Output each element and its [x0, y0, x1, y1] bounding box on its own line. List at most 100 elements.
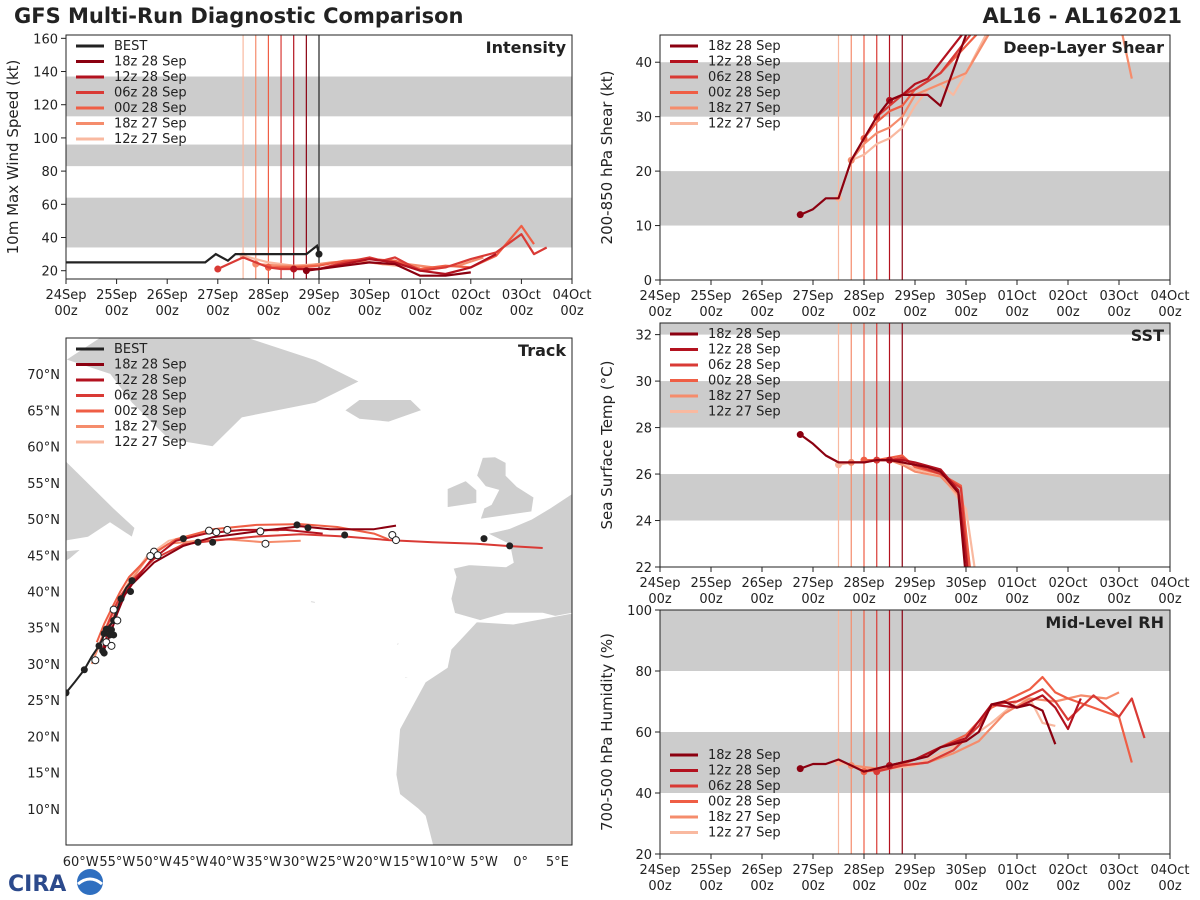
- threshold-band: [660, 610, 1170, 671]
- position-marker-open: [212, 528, 221, 537]
- lon-tick-label: 25°W: [319, 855, 355, 870]
- threshold-band: [660, 474, 1170, 521]
- x-tick-label: 00z: [1158, 879, 1182, 894]
- x-tick-label: 00z: [510, 304, 534, 319]
- x-tick-label: 24Sep: [639, 289, 680, 304]
- lon-tick-label: 45°W: [173, 855, 209, 870]
- x-tick-label: 01Oct: [997, 576, 1036, 591]
- legend-label: 18z 28 Sep: [708, 748, 781, 763]
- y-tick-label: 140: [33, 66, 58, 81]
- y-tick-label: 24: [635, 515, 652, 530]
- panel-title: Intensity: [486, 38, 567, 57]
- position-marker-open: [107, 641, 116, 650]
- panel-title: SST: [1131, 326, 1164, 345]
- position-marker-open: [91, 656, 100, 665]
- legend-label: 00z 28 Sep: [708, 86, 781, 101]
- landmass: [450, 338, 572, 621]
- x-tick-label: 00z: [699, 592, 723, 607]
- y-tick-label: 120: [33, 99, 58, 114]
- position-marker-open: [223, 525, 232, 534]
- landmass: [66, 548, 82, 562]
- x-tick-label: 03Oct: [502, 288, 541, 303]
- legend-label: BEST: [114, 39, 147, 54]
- legend-label: 12z 28 Sep: [708, 343, 781, 358]
- series-init-point: [796, 211, 804, 219]
- x-tick-label: 30Sep: [349, 288, 390, 303]
- x-tick-label: 00z: [852, 592, 876, 607]
- y-tick-label: 32: [635, 329, 652, 344]
- x-tick-label: 00z: [307, 304, 331, 319]
- y-tick-label: 60: [41, 198, 58, 213]
- x-tick-label: 00z: [903, 592, 927, 607]
- y-tick-label: 20: [635, 848, 652, 863]
- x-tick-label: 26Sep: [741, 289, 782, 304]
- position-marker-open: [261, 539, 270, 548]
- y-tick-label: 40: [635, 56, 652, 71]
- x-tick-label: 29Sep: [894, 289, 935, 304]
- landmass: [343, 399, 423, 423]
- best-track-point: [80, 666, 88, 674]
- position-marker-filled: [102, 625, 110, 633]
- position-marker-open: [109, 605, 118, 614]
- best-track-point: [66, 689, 70, 697]
- lat-tick-label: 65°N: [27, 404, 60, 419]
- position-marker-filled: [480, 535, 488, 543]
- forecast-track-1: [101, 528, 323, 650]
- x-tick-label: 28Sep: [843, 576, 884, 591]
- x-tick-label: 28Sep: [843, 863, 884, 878]
- lat-tick-label: 55°N: [27, 477, 60, 492]
- series-line-3: [863, 35, 978, 140]
- x-tick-label: 00z: [750, 592, 774, 607]
- figure-title: GFS Multi-Run Diagnostic Comparison: [14, 4, 464, 28]
- legend-label: 00z 28 Sep: [708, 374, 781, 389]
- y-axis-label: 10m Max Wind Speed (kt): [4, 60, 22, 255]
- x-tick-label: 02Oct: [1048, 576, 1087, 591]
- lat-tick-label: 60°N: [27, 441, 60, 456]
- y-tick-label: 100: [627, 604, 652, 619]
- x-tick-label: 00z: [801, 592, 825, 607]
- y-tick-label: 30: [635, 111, 652, 126]
- lon-tick-label: 35°W: [246, 855, 282, 870]
- position-marker-open: [256, 527, 265, 536]
- x-tick-label: 27Sep: [792, 289, 833, 304]
- landmass: [66, 446, 136, 542]
- x-tick-label: 00z: [206, 304, 230, 319]
- series-line-0: [799, 700, 1057, 773]
- x-tick-label: 00z: [1005, 305, 1029, 320]
- y-axis-label: Sea Surface Temp (°C): [598, 360, 616, 529]
- x-tick-label: 00z: [1107, 879, 1131, 894]
- threshold-band: [660, 171, 1170, 226]
- x-tick-label: 00z: [560, 304, 584, 319]
- x-tick-label: 25Sep: [690, 576, 731, 591]
- x-tick-label: 27Sep: [792, 863, 833, 878]
- lon-tick-label: 0°: [513, 855, 528, 870]
- landmass: [446, 480, 478, 508]
- legend-label: 12z 28 Sep: [114, 373, 187, 388]
- x-tick-label: 01Oct: [997, 863, 1036, 878]
- x-tick-label: 03Oct: [1099, 289, 1138, 304]
- legend-label: BEST: [114, 342, 147, 357]
- position-marker-open: [392, 536, 400, 545]
- x-tick-label: 00z: [1158, 592, 1182, 607]
- x-tick-label: 00z: [1005, 879, 1029, 894]
- lat-tick-label: 35°N: [27, 622, 60, 637]
- x-tick-label: 04Oct: [1150, 863, 1189, 878]
- x-tick-label: 00z: [699, 879, 723, 894]
- x-tick-label: 30Sep: [945, 576, 986, 591]
- series-line-0: [306, 261, 471, 277]
- series-init-point: [290, 265, 298, 273]
- y-tick-label: 80: [41, 165, 58, 180]
- x-tick-label: 01Oct: [401, 288, 440, 303]
- panel-intensity: 2040608010012014016024Sep00z25Sep00z26Se…: [4, 32, 592, 319]
- panel-title: Track: [518, 341, 566, 360]
- y-axis-label: 700-500 hPa Humidity (%): [598, 633, 616, 831]
- lon-tick-label: 5°E: [546, 855, 569, 870]
- x-tick-label: 26Sep: [741, 576, 782, 591]
- best-track-point: [117, 595, 125, 603]
- legend-label: 06z 28 Sep: [114, 86, 187, 101]
- x-tick-label: 01Oct: [997, 289, 1036, 304]
- lon-tick-label: 5°W: [470, 855, 498, 870]
- series-line-0: [799, 35, 968, 216]
- x-tick-label: 00z: [1107, 305, 1131, 320]
- panel-shear: 01020304024Sep00z25Sep00z26Sep00z27Sep00…: [598, 34, 1190, 320]
